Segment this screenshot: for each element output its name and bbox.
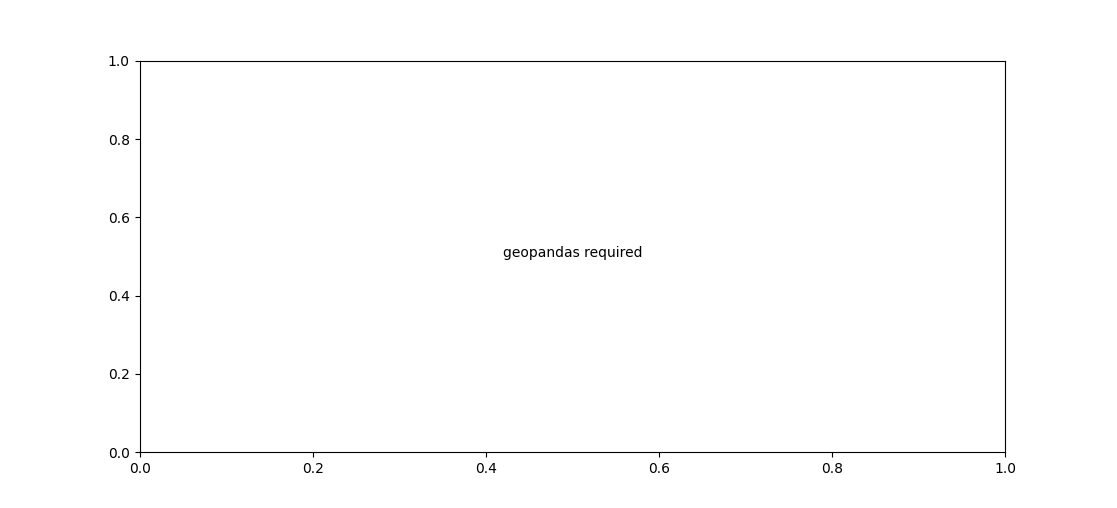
Text: geopandas required: geopandas required: [503, 245, 642, 260]
